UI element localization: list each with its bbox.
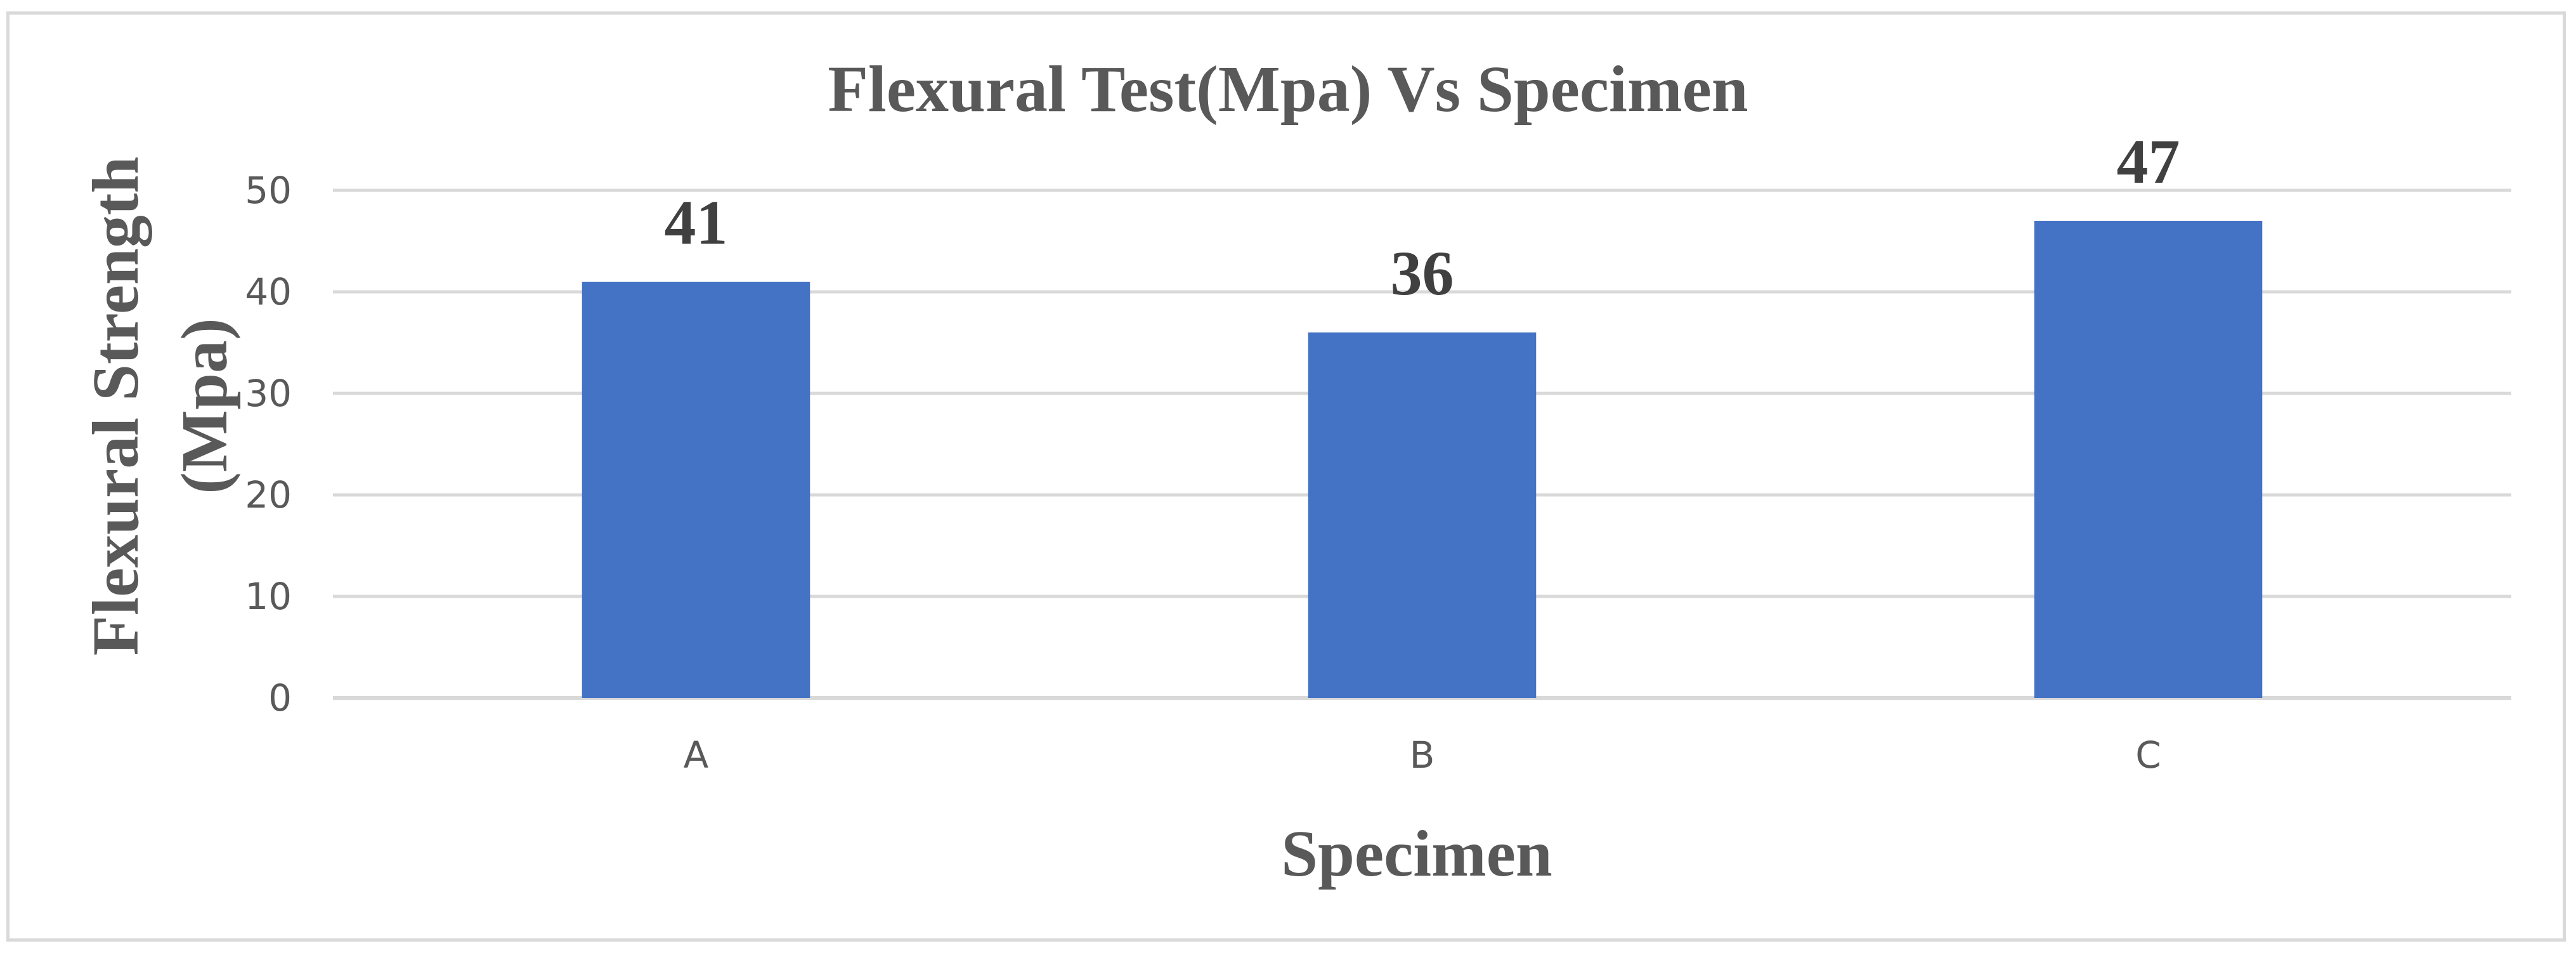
y-axis-title: Flexural Strength (Mpa) [79, 157, 241, 656]
x-tick-label: A [684, 733, 709, 777]
x-tick-label: C [2135, 733, 2161, 777]
bar-c [2034, 221, 2263, 698]
data-labels: 41 36 47 [665, 126, 2180, 308]
chart-title: Flexural Test(Mpa) Vs Specimen [828, 53, 1748, 126]
data-label: 47 [2117, 126, 2180, 197]
y-tick-label: 30 [245, 372, 292, 415]
x-tick-label: B [1410, 733, 1435, 777]
bar-a [582, 282, 810, 698]
y-tick-label: 50 [245, 169, 292, 212]
y-tick-label: 40 [245, 270, 292, 313]
y-axis-title-line: Flexural Strength [79, 157, 152, 656]
y-axis-title-line: (Mpa) [168, 318, 241, 494]
data-label: 36 [1391, 238, 1454, 308]
y-axis-ticks: 0 10 20 30 40 50 [245, 169, 292, 720]
y-tick-label: 10 [245, 575, 292, 618]
bar-b [1308, 332, 1537, 698]
y-tick-label: 20 [245, 473, 292, 516]
x-axis-title: Specimen [1281, 817, 1552, 890]
bars [582, 221, 2263, 698]
y-tick-label: 0 [268, 676, 292, 720]
data-label: 41 [665, 187, 728, 258]
x-axis-ticks: A B C [684, 733, 2161, 777]
